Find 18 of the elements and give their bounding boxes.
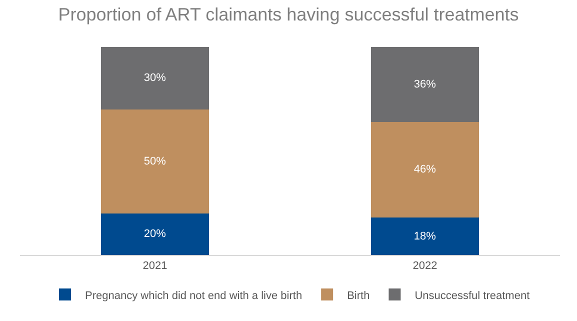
data-label: 18% [414,230,436,242]
data-label: 30% [144,72,166,84]
legend-label: Unsuccessful treatment [414,290,530,302]
bar [371,218,479,255]
data-label: 20% [144,228,166,240]
chart-title: Proportion of ART claimants having successful treatments [58,4,519,25]
bar [371,122,479,218]
bar [101,213,209,255]
bar [101,47,209,110]
data-label: 50% [144,155,166,168]
x-tick-label: 2022 [412,260,438,272]
data-label: 46% [414,164,436,176]
bar [371,47,479,122]
x-tick-label: 2021 [142,260,168,272]
data-label: 36% [414,78,436,90]
legend-label: Pregnancy which did not end with a live birth [85,290,302,302]
legend-label: Birth [347,290,370,302]
bar [101,109,209,214]
